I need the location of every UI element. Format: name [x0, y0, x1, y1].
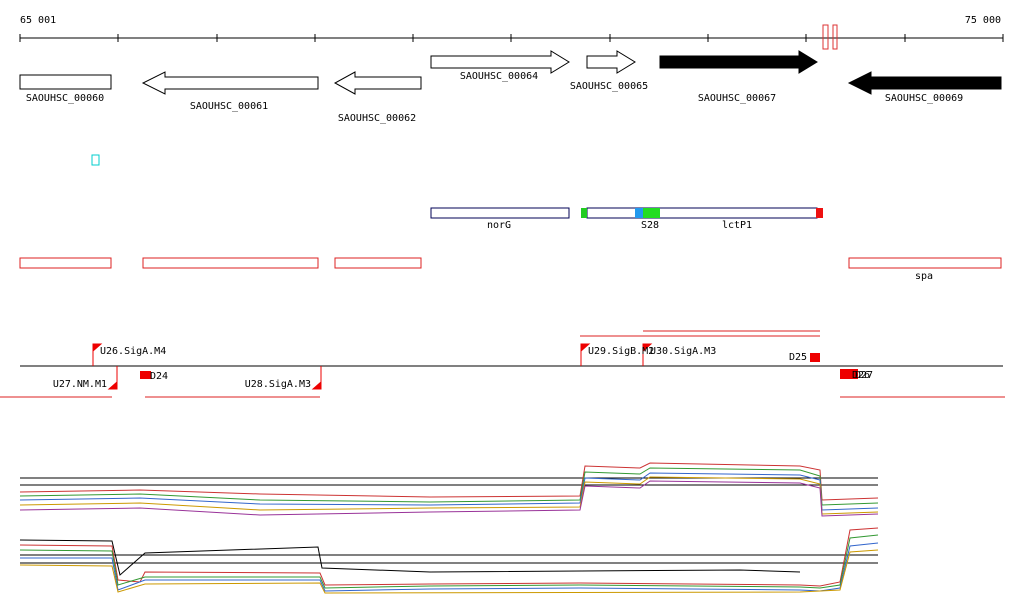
shape [848, 257, 1002, 269]
promoter-label: U26.SigA.M4 [100, 346, 166, 357]
promoter-track [0, 330, 1005, 398]
ruler-start: 65 001 [20, 15, 56, 26]
gene-label: SAOUHSC_00061 [190, 101, 268, 112]
promoter-label: U29.SigB.M2 [588, 346, 654, 357]
shape [430, 207, 570, 219]
shape [19, 480, 879, 517]
shape [847, 71, 1002, 95]
shape [19, 257, 112, 269]
shape [832, 24, 838, 50]
gene-label: SAOUHSC_00060 [26, 93, 104, 104]
shape [642, 343, 653, 353]
shape [140, 371, 151, 379]
gene-label: SAOUHSC_00067 [698, 93, 776, 104]
shape [635, 208, 643, 218]
promoter-label: D24 [150, 371, 168, 382]
shape [92, 343, 103, 353]
shape [142, 257, 319, 269]
ruler-end: 75 000 [965, 15, 1001, 26]
promoter-label: D26 [852, 370, 870, 381]
shape [643, 208, 660, 218]
shape [19, 527, 879, 587]
shape [19, 467, 879, 506]
expression-tracks [19, 462, 879, 594]
operon-label: S28 [641, 220, 659, 231]
marker [91, 154, 100, 166]
gene-label: SAOUHSC_00062 [338, 113, 416, 124]
shape [19, 462, 879, 501]
shape [107, 380, 118, 390]
operons [430, 207, 823, 219]
shape [580, 343, 591, 353]
shape [816, 208, 823, 218]
shape [586, 50, 636, 74]
gene-label: SAOUHSC_00064 [460, 71, 538, 82]
shape [19, 74, 112, 90]
gene-label: SAOUHSC_00065 [570, 81, 648, 92]
promoter-label: D27 [855, 370, 873, 381]
shape [311, 380, 322, 390]
ruler: 65 001 75 000 [19, 15, 1004, 50]
shape [581, 208, 587, 218]
shape [333, 71, 422, 95]
shape [586, 207, 818, 219]
shape [430, 50, 570, 74]
shape [19, 534, 879, 589]
shape [141, 71, 319, 95]
shape [659, 50, 818, 74]
genes [19, 50, 1002, 95]
shape [19, 34, 1004, 42]
shape [334, 257, 422, 269]
promoter-label: U30.SigA.M3 [650, 346, 716, 357]
shape [810, 353, 820, 362]
region-label: spa [915, 271, 933, 282]
operon-label: lctP1 [722, 220, 752, 231]
promoter-label: U28.SigA.M3 [245, 379, 311, 390]
shape [19, 549, 879, 594]
shape [840, 369, 858, 379]
shape [822, 24, 829, 50]
regions [19, 257, 1002, 269]
shape [19, 539, 801, 576]
gene-label: SAOUHSC_00069 [885, 93, 963, 104]
shape [92, 343, 653, 390]
operon-label: norG [487, 220, 511, 231]
promoter-label: D25 [789, 352, 807, 363]
promoter-label: U27.NM.M1 [53, 379, 107, 390]
